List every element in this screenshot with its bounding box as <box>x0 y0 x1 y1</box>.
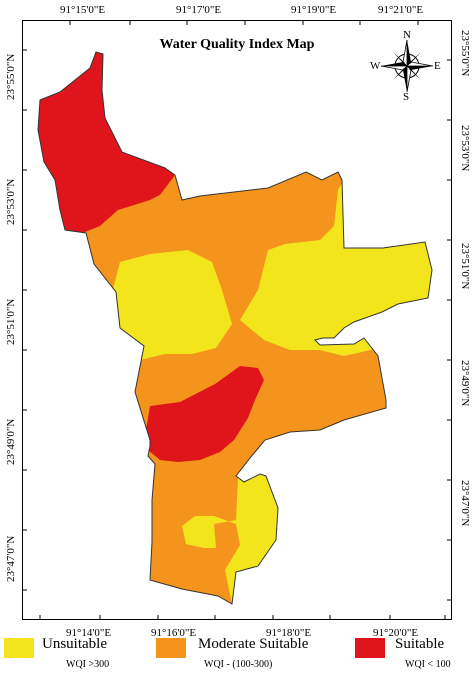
compass-w: W <box>370 60 381 72</box>
right-tick-label: 23°55'0"N <box>459 30 471 77</box>
legend-suitable: Suitable WQI < 100 <box>355 632 474 672</box>
compass-s: S <box>403 91 410 103</box>
zone-unsuitable-west <box>110 250 232 360</box>
ticks-top <box>69 20 419 25</box>
map-title: Water Quality Index Map <box>159 37 315 52</box>
ticks-right <box>447 59 452 601</box>
legend-sub: WQI < 100 <box>405 659 451 670</box>
legend-sub: WQI >300 <box>66 659 110 670</box>
legend-label: Unsuitable <box>42 636 107 652</box>
legend-swatch-moderate <box>156 638 186 658</box>
legend-swatch-unsuitable <box>4 638 34 658</box>
top-tick-label: 91°19'0"E <box>291 4 337 16</box>
left-tick-label: 23°51'0"N <box>5 298 17 345</box>
right-tick-label: 23°49'0"N <box>459 360 471 407</box>
legend-label: Suitable <box>395 636 445 652</box>
top-tick-label: 91°17'0"E <box>176 4 222 16</box>
right-tick-label: 23°53'0"N <box>459 125 471 172</box>
top-tick-label: 91°15'0"E <box>60 4 106 16</box>
compass-rose-icon <box>380 39 434 93</box>
left-tick-label: 23°49'0"N <box>5 418 17 465</box>
right-tick-label: 23°51'0"N <box>459 243 471 290</box>
compass-n: N <box>403 29 411 41</box>
bottom-tick-label: 91°14'0"E <box>66 627 112 639</box>
compass-e: E <box>434 60 441 72</box>
bottom-tick-label: 91°18'0"E <box>266 627 312 639</box>
legend-moderate: Moderate Suitable WQI - (100-300) <box>156 632 356 672</box>
bottom-tick-label: 91°20'0"E <box>373 627 419 639</box>
ticks-bottom <box>39 615 446 620</box>
left-tick-label: 23°53'0"N <box>5 178 17 225</box>
legend-swatch-suitable <box>355 638 385 658</box>
left-tick-label: 23°47'0"N <box>5 535 17 582</box>
district-outline <box>37 51 433 605</box>
bottom-tick-label: 91°16'0"E <box>151 627 197 639</box>
legend-unsuitable: Unsuitable WQI >300 <box>4 632 154 672</box>
zone-suitable-south <box>146 366 264 462</box>
left-tick-label: 23°55'0"N <box>5 53 17 100</box>
ticks-left <box>22 49 27 591</box>
legend-label: Moderate Suitable <box>198 636 309 652</box>
legend-sub: WQI - (100-300) <box>204 659 273 670</box>
top-tick-label: 91°21'0"E <box>378 4 424 16</box>
right-tick-label: 23°47'0"N <box>459 480 471 527</box>
